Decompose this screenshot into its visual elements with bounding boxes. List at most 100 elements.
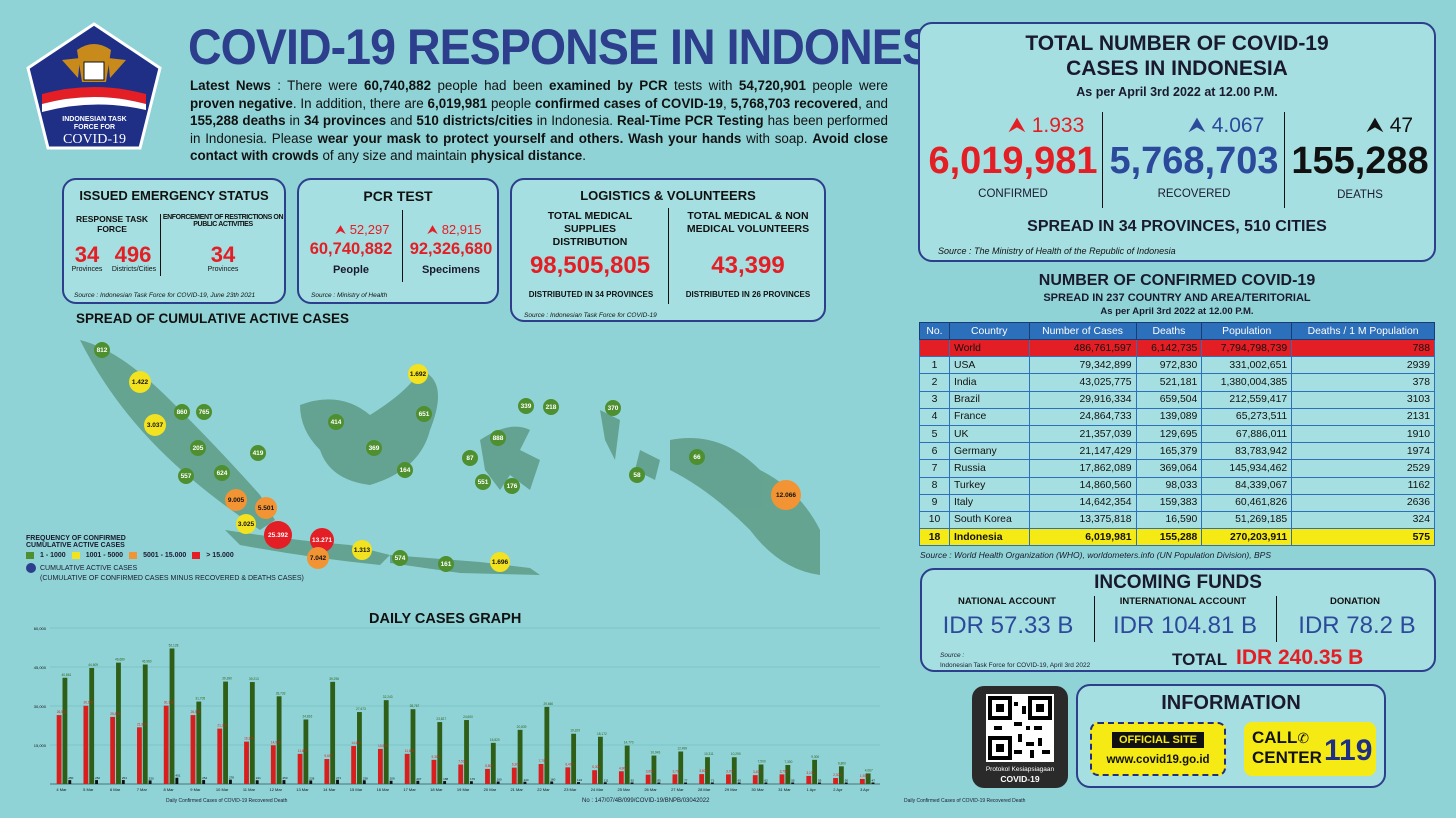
logo-line3: COVID-19: [63, 132, 126, 147]
death-bar: [577, 782, 580, 784]
pcr-test-panel: PCR TEST ⮝ 52,297 ⮝ 82,915 60,740,882 92…: [297, 178, 499, 304]
table-cell: 1: [919, 356, 950, 375]
death-label: 241: [256, 776, 261, 780]
confirmed-bar: [56, 715, 62, 784]
death-bar: [95, 780, 98, 784]
graph-footer-right: Daily Confirmed Cases of COVID-19 Recove…: [904, 798, 1026, 804]
daily-cases-graph: 60,000 45,000 30,000 15,000 26,500 40,861 250 4…: [20, 620, 890, 800]
y-tick-label: 45,000: [34, 665, 47, 670]
recovered-total: 5,768,703: [1109, 140, 1279, 182]
table-cell: France: [948, 407, 1030, 426]
col-header: Deaths / 1 M Population: [1291, 322, 1435, 340]
death-label: 160: [550, 778, 555, 782]
recovered-bar: [357, 712, 362, 784]
recovered-bar: [865, 773, 871, 784]
recovered-label: 10,311: [704, 752, 714, 756]
recovered-label: 7,300: [784, 760, 792, 764]
table-cell: 98,033: [1135, 476, 1203, 495]
death-bar: [818, 782, 821, 784]
volunteers-count: 43,399: [711, 252, 785, 279]
table-cell: 29,916,334: [1028, 390, 1137, 409]
confirmed-label: 7,500: [458, 760, 466, 764]
date-label: 9 Mar: [190, 787, 201, 792]
death-bar: [496, 781, 500, 784]
world-table-wrap: No. Country Number of Cases Deaths Populatio…: [919, 322, 1435, 547]
map-dot: 3.037: [144, 414, 166, 436]
date-label: 27 Mar: [671, 787, 684, 792]
world-title: NUMBER OF CONFIRMED COVID-19: [1038, 272, 1316, 289]
table-row: 4 France 24,864,733 139,089 65,273,511 2131: [919, 407, 1435, 426]
table-cell: [919, 338, 950, 358]
up-arrow-icon: ⮝: [427, 222, 439, 237]
table-cell: 659,504: [1135, 390, 1203, 409]
spread-text: SPREAD IN 34 PROVINCES, 510 CITIES: [1027, 218, 1327, 235]
death-bar: [282, 780, 286, 784]
table-row: 1 USA 79,342,899 972,830 331,002,651 2939: [919, 356, 1435, 375]
table-cell: 6: [919, 442, 950, 461]
death-label: 92: [631, 779, 635, 783]
funds-title: INCOMING FUNDS: [1094, 572, 1262, 593]
response-task-force-label: RESPONSE TASK FORCE: [75, 214, 149, 234]
confirmed-label: 4,900: [619, 766, 627, 770]
death-label: 250: [68, 776, 73, 780]
map-dot: 419: [250, 445, 266, 461]
qr-card[interactable]: Protokol Kesiapsiagaan COVID-19: [972, 686, 1068, 788]
recovered-bar: [651, 755, 657, 784]
map-dot: 339: [518, 398, 534, 414]
logo-line1: INDONESIAN TASK: [62, 116, 127, 123]
table-cell: 14,860,560: [1028, 476, 1137, 495]
death-label: 179: [470, 777, 475, 781]
map-dot: 812: [94, 342, 110, 358]
table-cell: 83,783,942: [1201, 442, 1293, 461]
deaths-total: 155,288: [1291, 140, 1429, 182]
national-account-label: NATIONAL ACCOUNT: [958, 596, 1056, 607]
date-label: 15 Mar: [350, 787, 363, 792]
recovered-bar: [517, 729, 523, 784]
recovered-bar: [196, 701, 202, 784]
qr-label2: COVID-19: [1000, 774, 1040, 784]
confirmed-bar: [726, 774, 731, 784]
call-label2: CENTER: [1252, 748, 1322, 767]
confirmed-bar: [377, 748, 383, 784]
confirmed-label: 14,600: [351, 741, 361, 745]
map-dot: 414: [328, 414, 344, 430]
official-site-url[interactable]: www.covid19.go.id: [1106, 754, 1210, 766]
date-label: 16 Mar: [377, 787, 390, 792]
date-label: 30 Mar: [751, 787, 764, 792]
call-center-button[interactable]: CALL✆ CENTER 119: [1244, 722, 1376, 776]
confirmed-label: 3,600: [646, 770, 654, 774]
pcr-divider: [402, 210, 403, 282]
confirmed-label: 3,800: [699, 769, 707, 773]
recovered-bar: [597, 736, 603, 784]
death-label: 65: [738, 779, 742, 783]
table-cell: 788: [1291, 338, 1435, 358]
table-cell: 972,830: [1135, 356, 1203, 375]
table-cell: USA: [948, 356, 1030, 375]
donation-label: DONATION: [1330, 596, 1380, 607]
death-bar: [684, 782, 688, 784]
recovered-bar: [249, 682, 255, 784]
table-cell: 4: [919, 407, 950, 426]
recovered-bar: [731, 757, 737, 784]
date-label: 21 Mar: [510, 787, 523, 792]
table-cell: 270,203,911: [1201, 528, 1293, 547]
confirmed-increase: ⮝ 1.933: [1008, 114, 1085, 137]
confirmed-label: 14,900: [271, 740, 281, 744]
confirmed-bar: [270, 745, 276, 784]
date-label: 31 Mar: [778, 787, 791, 792]
official-site-button[interactable]: OFFICIAL SITE www.covid19.go.id: [1090, 722, 1226, 776]
table-cell: 79,342,899: [1028, 356, 1137, 375]
table-row: 2 India 43,025,775 521,181 1,380,004,385 378: [919, 373, 1435, 392]
table-cell: 139,089: [1135, 407, 1203, 426]
confirmed-label: 9,300: [432, 755, 440, 759]
date-label: 19 Mar: [457, 787, 470, 792]
confirmed-bar: [618, 771, 624, 784]
legend-cumulative-desc: (CUMULATIVE OF CONFIRMED CASES MINUS REC…: [40, 575, 304, 582]
recovered-label: 45,960: [142, 660, 152, 664]
table-cell: World: [948, 338, 1030, 358]
recovered-bar: [705, 757, 710, 784]
death-bar: [630, 782, 634, 784]
map-dot: 218: [543, 399, 559, 415]
divider: [160, 214, 161, 276]
death-label: 188: [443, 777, 448, 781]
